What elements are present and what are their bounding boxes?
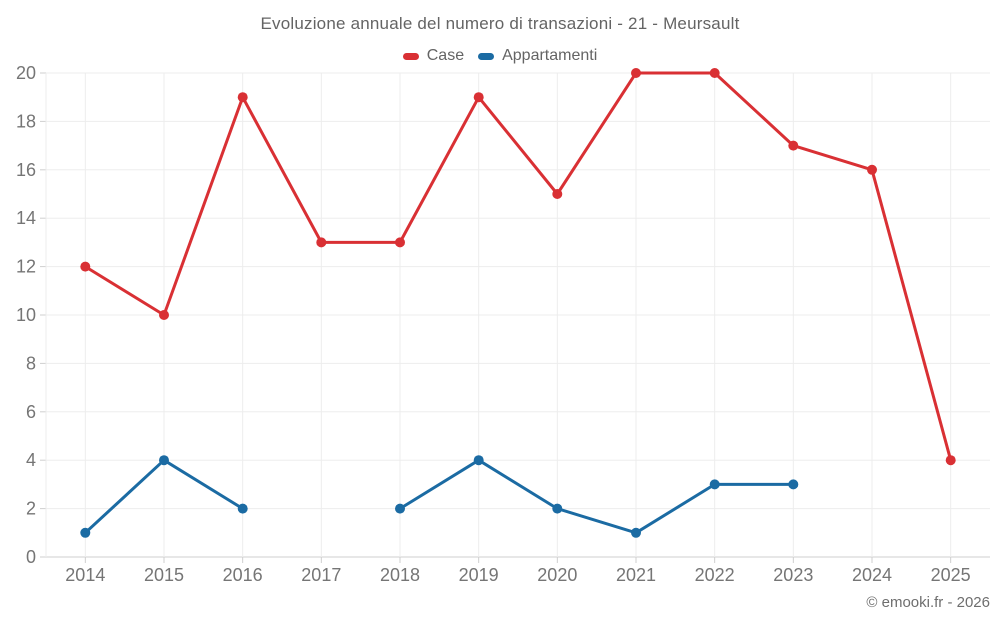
data-point-appartamenti-2021[interactable] <box>631 527 641 538</box>
legend-item-appartamenti[interactable]: Appartamenti <box>478 47 597 65</box>
x-tick-label: 2022 <box>695 565 735 585</box>
data-point-case-2015[interactable] <box>159 310 169 320</box>
x-tick-label: 2015 <box>144 565 184 585</box>
chart-title: Evoluzione annuale del numero di transaz… <box>260 14 740 33</box>
y-tick-label: 2 <box>26 499 36 519</box>
legend-swatch-case <box>402 52 419 60</box>
data-point-case-2014[interactable] <box>80 261 91 272</box>
y-tick-label: 18 <box>16 111 36 131</box>
x-tick-label: 2021 <box>616 565 656 585</box>
x-tick-label: 2019 <box>459 565 499 585</box>
data-point-appartamenti-2016[interactable] <box>237 503 248 514</box>
y-tick-label: 14 <box>16 208 36 228</box>
data-point-case-2025[interactable] <box>945 455 956 466</box>
data-point-case-2023[interactable] <box>788 140 799 151</box>
x-tick-label: 2025 <box>931 565 971 585</box>
y-tick-label: 0 <box>26 547 36 567</box>
data-point-appartamenti-2023[interactable] <box>788 479 799 490</box>
legend-label-case: Case <box>426 47 465 64</box>
data-point-appartamenti-2020[interactable] <box>552 503 563 514</box>
x-tick-label: 2018 <box>380 565 420 585</box>
legend-swatch-appartamenti <box>478 52 495 60</box>
data-point-case-2022[interactable] <box>709 68 720 78</box>
y-tick-label: 6 <box>26 402 36 422</box>
y-tick-label: 16 <box>16 160 36 180</box>
data-point-appartamenti-2019[interactable] <box>473 455 484 466</box>
data-point-case-2020[interactable] <box>552 189 563 199</box>
data-point-case-2018[interactable] <box>395 237 405 248</box>
copyright-text: © emooki.fr - 2026 <box>866 594 990 611</box>
data-point-case-2017[interactable] <box>316 237 327 248</box>
data-point-case-2019[interactable] <box>473 92 484 103</box>
x-tick-label: 2020 <box>537 565 577 585</box>
series-line-case <box>83 71 953 462</box>
data-point-appartamenti-2015[interactable] <box>159 455 169 466</box>
x-tick-label: 2023 <box>773 565 813 585</box>
y-tick-label: 4 <box>26 450 36 470</box>
y-tick-label: 12 <box>16 257 36 277</box>
data-point-appartamenti-2014[interactable] <box>80 527 91 538</box>
y-tick-label: 20 <box>16 63 36 83</box>
data-point-case-2021[interactable] <box>631 68 641 78</box>
y-tick-label: 8 <box>26 353 36 373</box>
data-point-appartamenti-2022[interactable] <box>709 479 720 490</box>
x-tick-label: 2016 <box>223 565 263 585</box>
data-point-appartamenti-2018[interactable] <box>395 503 405 514</box>
series-line-appartamenti <box>83 458 795 535</box>
data-point-case-2024[interactable] <box>867 164 877 175</box>
x-tick-label: 2014 <box>65 565 105 585</box>
legend-item-case[interactable]: Case <box>402 47 465 65</box>
data-point-case-2016[interactable] <box>237 92 248 103</box>
legend-label-appartamenti: Appartamenti <box>502 47 598 64</box>
chart-legend: Case Appartamenti <box>0 47 1000 65</box>
x-tick-label: 2024 <box>852 565 892 585</box>
y-tick-label: 10 <box>16 305 36 325</box>
x-tick-label: 2017 <box>301 565 341 585</box>
